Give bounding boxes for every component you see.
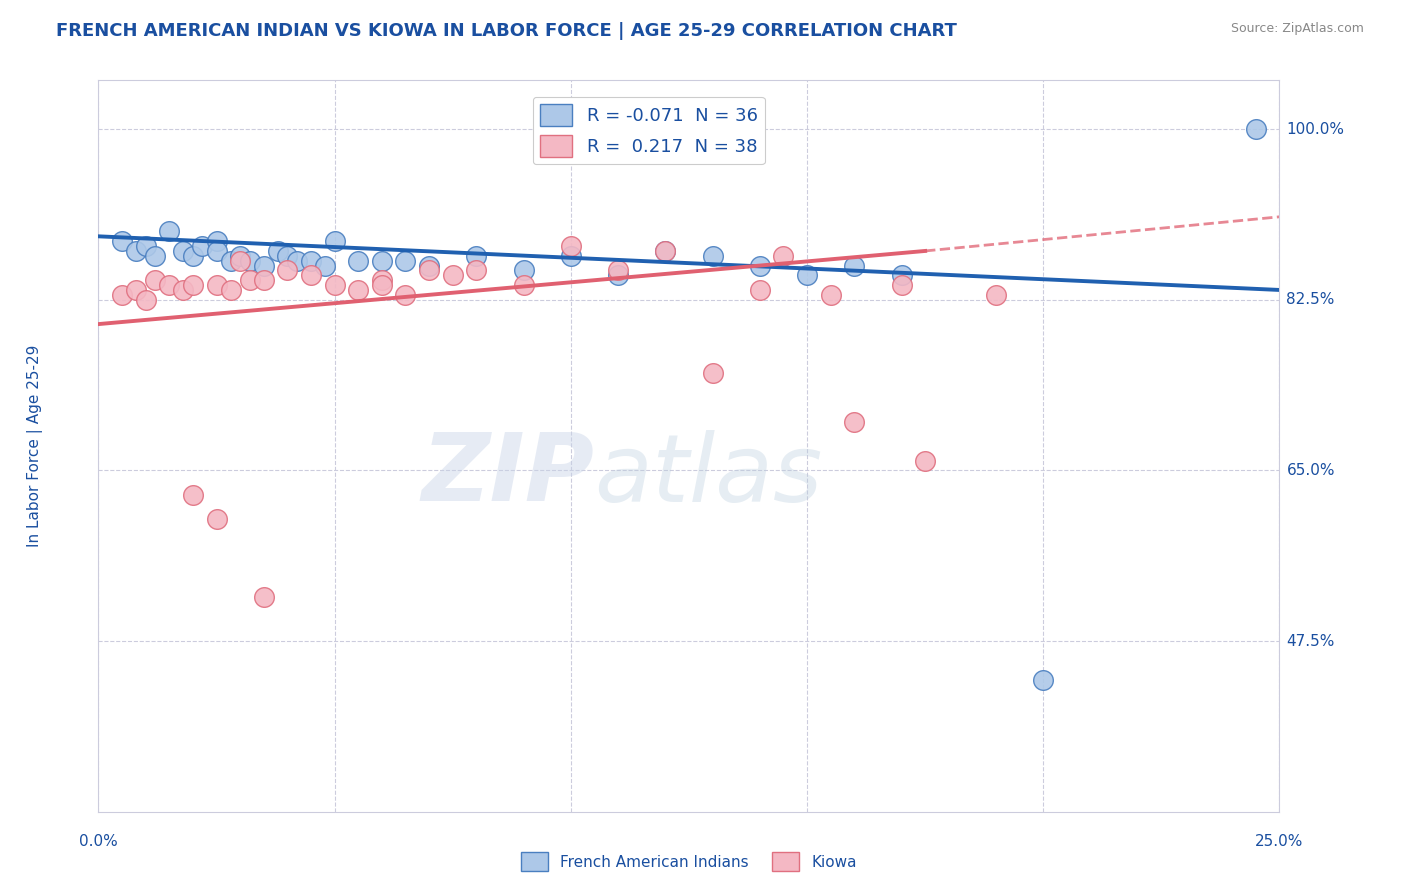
Point: [229, 249, 252, 263]
Point: [371, 278, 394, 293]
Legend: French American Indians, Kiowa: French American Indians, Kiowa: [515, 847, 863, 877]
Text: atlas: atlas: [595, 430, 823, 521]
Point: [276, 263, 298, 277]
Point: [191, 239, 214, 253]
Point: [914, 453, 936, 467]
Point: [465, 249, 488, 263]
Point: [702, 249, 724, 263]
Point: [181, 488, 204, 502]
Point: [219, 283, 242, 297]
Point: [418, 263, 440, 277]
Point: [323, 278, 346, 293]
Point: [394, 253, 416, 268]
Point: [607, 268, 630, 283]
Point: [512, 278, 534, 293]
Point: [394, 288, 416, 302]
Point: [143, 273, 166, 287]
Point: [285, 253, 308, 268]
Text: FRENCH AMERICAN INDIAN VS KIOWA IN LABOR FORCE | AGE 25-29 CORRELATION CHART: FRENCH AMERICAN INDIAN VS KIOWA IN LABOR…: [56, 22, 957, 40]
Point: [157, 278, 180, 293]
Point: [560, 249, 582, 263]
Point: [820, 288, 842, 302]
Point: [654, 244, 676, 258]
Text: 82.5%: 82.5%: [1286, 293, 1334, 307]
Point: [111, 288, 134, 302]
Point: [125, 244, 148, 258]
Point: [796, 268, 818, 283]
Point: [371, 273, 394, 287]
Point: [512, 263, 534, 277]
Text: ZIP: ZIP: [422, 429, 595, 521]
Point: [748, 259, 770, 273]
Point: [984, 288, 1007, 302]
Point: [181, 278, 204, 293]
Text: 25.0%: 25.0%: [1256, 834, 1303, 849]
Point: [607, 263, 630, 277]
Point: [239, 253, 262, 268]
Point: [299, 253, 322, 268]
Point: [772, 249, 794, 263]
Point: [205, 244, 228, 258]
Point: [890, 268, 912, 283]
Point: [205, 278, 228, 293]
Point: [465, 263, 488, 277]
Point: [253, 259, 276, 273]
Point: [219, 253, 242, 268]
Point: [314, 259, 336, 273]
Point: [181, 249, 204, 263]
Text: 0.0%: 0.0%: [79, 834, 118, 849]
Point: [135, 239, 157, 253]
Point: [654, 244, 676, 258]
Point: [1244, 122, 1267, 136]
Point: [172, 283, 194, 297]
Point: [253, 273, 276, 287]
Point: [143, 249, 166, 263]
Point: [205, 512, 228, 526]
Text: 47.5%: 47.5%: [1286, 633, 1334, 648]
Point: [844, 259, 866, 273]
Point: [418, 259, 440, 273]
Point: [157, 224, 180, 238]
Point: [347, 253, 370, 268]
Text: 100.0%: 100.0%: [1286, 121, 1344, 136]
Point: [748, 283, 770, 297]
Point: [239, 273, 262, 287]
Point: [205, 234, 228, 248]
Point: [1032, 673, 1054, 687]
Point: [560, 239, 582, 253]
Point: [299, 268, 322, 283]
Point: [125, 283, 148, 297]
Point: [253, 590, 276, 604]
Point: [441, 268, 464, 283]
Point: [890, 278, 912, 293]
Point: [135, 293, 157, 307]
Point: [172, 244, 194, 258]
Text: 65.0%: 65.0%: [1286, 463, 1334, 478]
Point: [347, 283, 370, 297]
Point: [371, 253, 394, 268]
Point: [702, 366, 724, 380]
Point: [276, 249, 298, 263]
Text: Source: ZipAtlas.com: Source: ZipAtlas.com: [1230, 22, 1364, 36]
Point: [323, 234, 346, 248]
Point: [267, 244, 290, 258]
Point: [111, 234, 134, 248]
Text: In Labor Force | Age 25-29: In Labor Force | Age 25-29: [27, 345, 44, 547]
Point: [844, 415, 866, 429]
Point: [229, 253, 252, 268]
